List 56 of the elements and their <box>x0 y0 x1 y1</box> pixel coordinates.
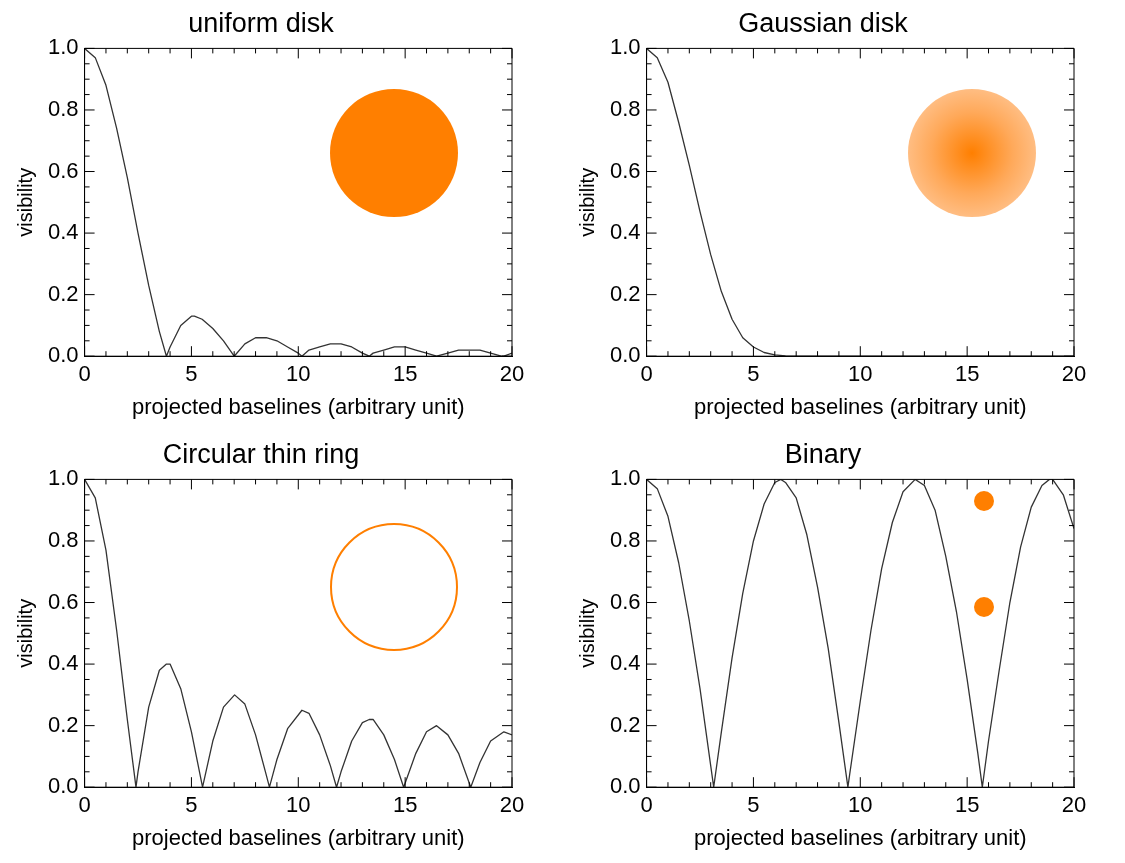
y-tick-label: 0.2 <box>609 711 641 737</box>
y-tick-label: 0.0 <box>47 773 79 799</box>
y-axis-title: visibility <box>13 167 36 237</box>
chart-title: Circular thin ring <box>162 438 360 469</box>
x-tick-label: 10 <box>286 792 311 818</box>
x-tick-label: 15 <box>954 792 980 818</box>
x-tick-label: 20 <box>1061 361 1087 387</box>
x-axis-title: projected baselines (arbitrary unit) <box>131 393 465 419</box>
x-tick-label: 15 <box>392 792 418 818</box>
y-tick-label: 0.2 <box>47 280 79 306</box>
y-tick-label: 1.0 <box>47 465 79 491</box>
y-tick-label: 0.4 <box>609 650 641 676</box>
x-tick-label: 20 <box>499 361 525 387</box>
x-tick-label: 10 <box>286 361 311 387</box>
y-tick-label: 0.2 <box>609 280 641 306</box>
y-tick-label: 0.0 <box>609 342 641 368</box>
x-tick-label: 0 <box>640 361 653 387</box>
x-tick-label: 10 <box>848 792 873 818</box>
y-tick-label: 0.8 <box>47 527 79 553</box>
y-tick-label: 0.8 <box>609 527 641 553</box>
x-axis-title: projected baselines (arbitrary unit) <box>131 824 465 850</box>
y-tick-label: 0.6 <box>609 588 641 614</box>
x-axis-title: projected baselines (arbitrary unit) <box>693 824 1027 850</box>
y-tick-label: 0.6 <box>47 588 79 614</box>
x-tick-label: 5 <box>185 361 198 387</box>
y-tick-label: 0.6 <box>47 157 79 183</box>
y-tick-label: 0.0 <box>609 773 641 799</box>
x-tick-label: 5 <box>747 792 760 818</box>
y-tick-label: 0.8 <box>609 96 641 122</box>
x-tick-label: 0 <box>78 792 91 818</box>
y-axis-title: visibility <box>575 598 598 668</box>
x-tick-label: 15 <box>954 361 980 387</box>
x-tick-label: 0 <box>78 361 91 387</box>
y-axis-title: visibility <box>13 598 36 668</box>
y-tick-label: 0.2 <box>47 711 79 737</box>
x-axis-title: projected baselines (arbitrary unit) <box>693 393 1027 419</box>
x-tick-label: 20 <box>1061 792 1087 818</box>
y-tick-label: 0.4 <box>609 219 641 245</box>
y-tick-label: 0.4 <box>47 650 79 676</box>
y-tick-label: 1.0 <box>47 34 79 60</box>
y-tick-label: 0.0 <box>47 342 79 368</box>
y-tick-label: 1.0 <box>609 465 641 491</box>
y-tick-label: 1.0 <box>609 34 641 60</box>
x-tick-label: 5 <box>747 361 760 387</box>
y-tick-label: 0.6 <box>609 157 641 183</box>
x-tick-label: 5 <box>185 792 198 818</box>
y-tick-label: 0.8 <box>47 96 79 122</box>
x-tick-label: 0 <box>640 792 653 818</box>
x-tick-label: 20 <box>499 792 525 818</box>
x-tick-label: 10 <box>848 361 873 387</box>
x-tick-label: 15 <box>392 361 418 387</box>
chart-title: uniform disk <box>188 7 335 38</box>
chart-title: Gaussian disk <box>738 7 909 38</box>
y-tick-label: 0.4 <box>47 219 79 245</box>
chart-title: Binary <box>784 438 862 469</box>
y-axis-title: visibility <box>575 167 598 237</box>
